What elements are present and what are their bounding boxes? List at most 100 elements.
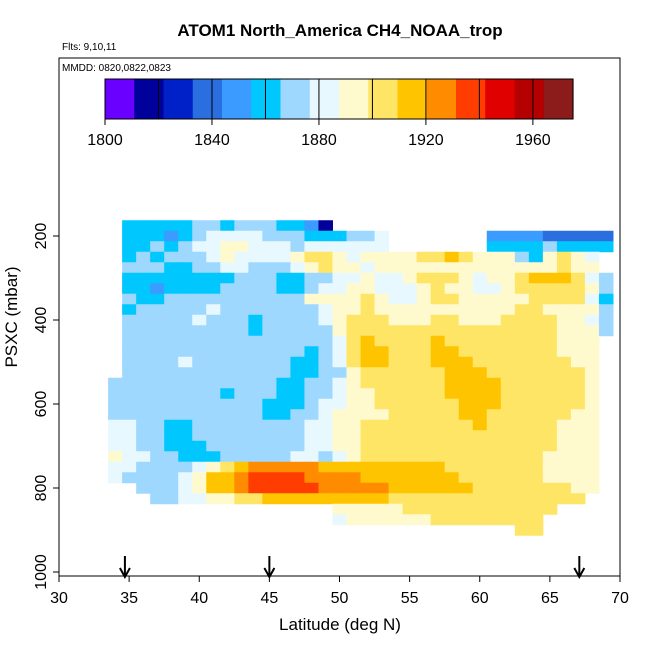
heatmap-cell	[514, 262, 530, 274]
heatmap-cell	[514, 314, 530, 326]
flights-label: Flts: 9,10,11	[62, 42, 117, 53]
heatmap-cell	[318, 272, 333, 284]
heatmap-cell	[206, 293, 221, 305]
heatmap-cell	[542, 346, 558, 358]
heatmap-cell	[290, 314, 305, 326]
heatmap-cell	[192, 220, 207, 232]
heatmap-cell	[416, 346, 432, 358]
heatmap-cell	[374, 514, 390, 526]
heatmap-cell	[206, 356, 221, 368]
heatmap-cell	[164, 346, 179, 358]
heatmap-cell	[444, 325, 460, 337]
heatmap-cell	[528, 409, 544, 421]
heatmap-cell	[122, 377, 137, 389]
heatmap-cell	[276, 293, 291, 305]
heatmap-cell	[332, 230, 348, 242]
heatmap-cell	[486, 419, 502, 431]
heatmap-cell	[290, 461, 305, 473]
heatmap-cell	[458, 262, 474, 274]
heatmap-cell	[248, 220, 263, 232]
heatmap-cell	[472, 398, 488, 410]
heatmap-cell	[542, 251, 558, 263]
heatmap-cell	[164, 461, 179, 473]
heatmap-cell	[122, 220, 137, 232]
x-tick-label: 35	[120, 590, 138, 607]
heatmap-cell	[248, 293, 263, 305]
heatmap-cell	[318, 304, 333, 316]
heatmap-cell	[220, 440, 235, 452]
heatmap-cell	[528, 356, 544, 368]
heatmap-cell	[150, 220, 165, 232]
heatmap-cell	[458, 346, 474, 358]
heatmap-cell	[318, 398, 333, 410]
heatmap-cell	[584, 293, 600, 305]
heatmap-cell	[472, 262, 488, 274]
heatmap-cell	[346, 388, 362, 400]
heatmap-cell	[332, 346, 348, 358]
heatmap-cell	[500, 451, 516, 463]
heatmap-cell	[262, 440, 277, 452]
heatmap-cell	[318, 472, 333, 484]
heatmap-cell	[388, 461, 404, 473]
heatmap-cell	[262, 398, 277, 410]
heatmap-cell	[248, 335, 263, 347]
heatmap-cell	[542, 430, 558, 442]
heatmap-cell	[192, 430, 207, 442]
heatmap-cell	[262, 304, 277, 316]
heatmap-cell	[430, 388, 446, 400]
heatmap-cell	[402, 325, 418, 337]
heatmap-cell	[192, 314, 207, 326]
heatmap-cell	[206, 335, 221, 347]
heatmap-cell	[346, 293, 362, 305]
heatmap-cell	[388, 377, 404, 389]
heatmap-cell	[500, 388, 516, 400]
heatmap-cell	[220, 220, 235, 232]
y-axis: 200 400 600 800 1000	[33, 223, 59, 590]
heatmap-cell	[514, 325, 530, 337]
heatmap-cell	[122, 367, 137, 379]
heatmap-cell	[472, 304, 488, 316]
heatmap-cell	[500, 409, 516, 421]
heatmap-cell	[290, 293, 305, 305]
heatmap-cell	[290, 377, 305, 389]
heatmap-cell	[472, 335, 488, 347]
heatmap-cell	[444, 293, 460, 305]
heatmap-cell	[192, 230, 207, 242]
heatmap-cell	[304, 472, 319, 484]
heatmap-cell	[234, 325, 249, 337]
heatmap-cell	[122, 472, 137, 484]
heatmap-cell	[542, 293, 558, 305]
heatmap-cell	[570, 472, 586, 484]
heatmap-cell	[234, 220, 249, 232]
heatmap-cell	[332, 262, 348, 274]
heatmap-cell	[570, 430, 586, 442]
heatmap-cell	[332, 251, 348, 263]
heatmap-cell	[262, 293, 277, 305]
heatmap-cell	[276, 356, 291, 368]
heatmap-cell	[500, 346, 516, 358]
heatmap-cell	[150, 262, 165, 274]
heatmap-cell	[374, 388, 390, 400]
heatmap-cell	[584, 356, 600, 368]
heatmap-cell	[262, 377, 277, 389]
heatmap-cell	[444, 461, 460, 473]
heatmap-cell	[500, 503, 516, 515]
heatmap-cell	[164, 325, 179, 337]
heatmap-cell	[234, 335, 249, 347]
heatmap-cell	[556, 251, 572, 263]
heatmap-cell	[136, 356, 151, 368]
heatmap-cell	[444, 283, 460, 295]
heatmap-cell	[500, 419, 516, 431]
heatmap-cell	[430, 325, 446, 337]
heatmap-cell	[514, 241, 530, 253]
heatmap-cell	[430, 251, 446, 263]
x-tick-label: 45	[260, 590, 278, 607]
heatmap-cell	[570, 230, 586, 242]
heatmap-cell	[584, 230, 600, 242]
colorbar-segment	[192, 79, 223, 119]
heatmap-cell	[374, 272, 390, 284]
heatmap-cell	[402, 335, 418, 347]
heatmap-cell	[276, 440, 291, 452]
heatmap-cell	[346, 409, 362, 421]
heatmap-cell	[500, 325, 516, 337]
